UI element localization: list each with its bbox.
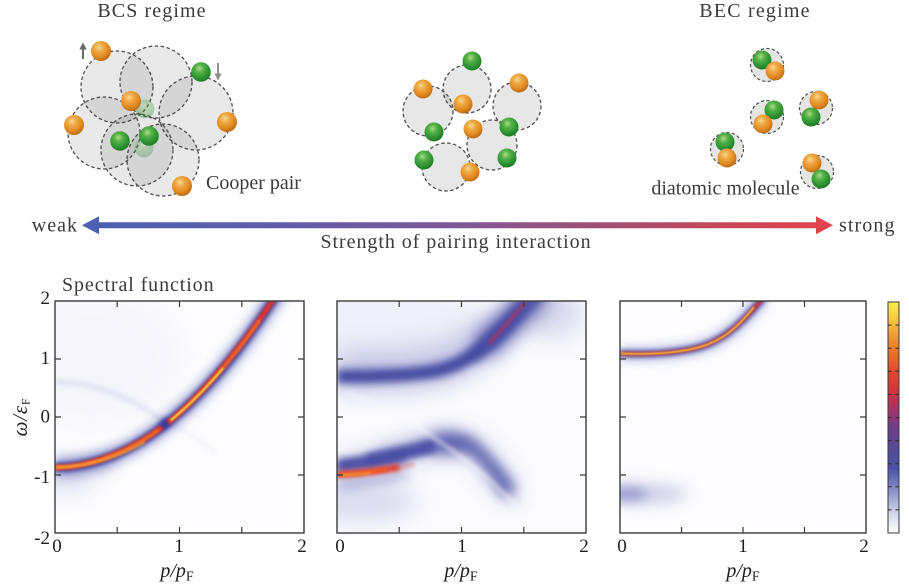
svg-text:Strength of pairing interactio: Strength of pairing interaction [320,231,591,253]
svg-text:-2: -2 [34,528,50,549]
svg-text:2: 2 [297,536,307,557]
svg-text:p/pF: p/pF [158,560,194,585]
svg-text:diatomic molecule: diatomic molecule [651,178,799,200]
svg-text:BEC regime: BEC regime [699,0,810,22]
svg-text:1: 1 [41,348,51,369]
svg-text:p/pF: p/pF [724,560,760,585]
svg-text:-1: -1 [34,467,50,488]
svg-text:1: 1 [738,536,748,557]
svg-text:0: 0 [52,536,62,557]
svg-text:Spectral function: Spectral function [62,274,214,296]
svg-text:0: 0 [335,536,345,557]
svg-text:Cooper pair: Cooper pair [206,172,301,194]
svg-text:BCS regime: BCS regime [97,0,206,22]
svg-text:p/pF: p/pF [442,560,478,585]
svg-text:2: 2 [579,536,589,557]
svg-text:1: 1 [174,536,184,557]
svg-text:weak: weak [32,215,78,237]
svg-text:strong: strong [839,215,896,237]
svg-text:2: 2 [859,536,869,557]
svg-text:0: 0 [617,536,627,557]
svg-text:0: 0 [41,407,51,428]
svg-text:1: 1 [457,536,467,557]
svg-text:ω/εF: ω/εF [8,398,33,437]
svg-text:2: 2 [41,288,51,309]
